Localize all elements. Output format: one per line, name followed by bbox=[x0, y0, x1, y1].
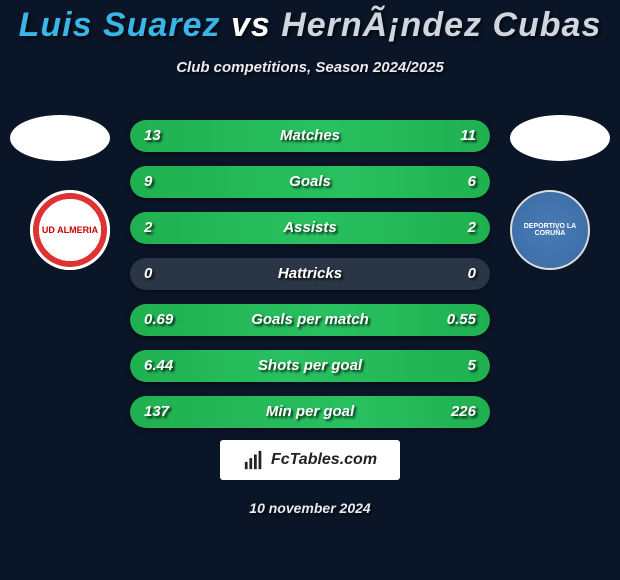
stat-row: 0.69Goals per match0.55 bbox=[130, 304, 490, 336]
subtitle: Club competitions, Season 2024/2025 bbox=[0, 59, 620, 76]
stat-value-right: 0 bbox=[468, 258, 476, 290]
stat-label: Matches bbox=[130, 120, 490, 152]
stat-value-right: 226 bbox=[451, 396, 476, 428]
stat-row: 2Assists2 bbox=[130, 212, 490, 244]
stat-value-right: 0.55 bbox=[447, 304, 476, 336]
stat-row: 137Min per goal226 bbox=[130, 396, 490, 428]
player1-crest: UD ALMERIA bbox=[30, 190, 110, 270]
stats-container: 13Matches11 9Goals6 2Assists2 0Hattricks0 0.… bbox=[130, 120, 490, 442]
footer-date: 10 november 2024 bbox=[0, 500, 620, 516]
stat-row: 0Hattricks0 bbox=[130, 258, 490, 290]
brand-logo[interactable]: FcTables.com bbox=[220, 440, 400, 480]
player2-crest: DEPORTIVO LA CORUÑA bbox=[510, 190, 590, 270]
stat-label: Min per goal bbox=[130, 396, 490, 428]
stat-label: Goals per match bbox=[130, 304, 490, 336]
comparison-title: Luis Suarez vs HernÃ¡ndez Cubas bbox=[0, 0, 620, 45]
stat-label: Assists bbox=[130, 212, 490, 244]
stat-label: Shots per goal bbox=[130, 350, 490, 382]
stat-value-right: 5 bbox=[468, 350, 476, 382]
stat-value-right: 2 bbox=[468, 212, 476, 244]
crest-left-label: UD ALMERIA bbox=[42, 225, 98, 235]
stat-value-right: 6 bbox=[468, 166, 476, 198]
brand-text: FcTables.com bbox=[271, 451, 377, 469]
vs-separator: vs bbox=[231, 6, 271, 44]
stat-row: 6.44Shots per goal5 bbox=[130, 350, 490, 382]
stat-value-right: 11 bbox=[460, 120, 476, 152]
stat-label: Goals bbox=[130, 166, 490, 198]
player2-name: HernÃ¡ndez Cubas bbox=[281, 6, 601, 44]
crest-right-label: DEPORTIVO LA CORUÑA bbox=[512, 223, 588, 237]
player2-avatar bbox=[510, 115, 610, 161]
stat-row: 9Goals6 bbox=[130, 166, 490, 198]
player1-avatar bbox=[10, 115, 110, 161]
stat-label: Hattricks bbox=[130, 258, 490, 290]
player1-name: Luis Suarez bbox=[19, 6, 221, 44]
stat-row: 13Matches11 bbox=[130, 120, 490, 152]
chart-icon bbox=[243, 449, 265, 471]
